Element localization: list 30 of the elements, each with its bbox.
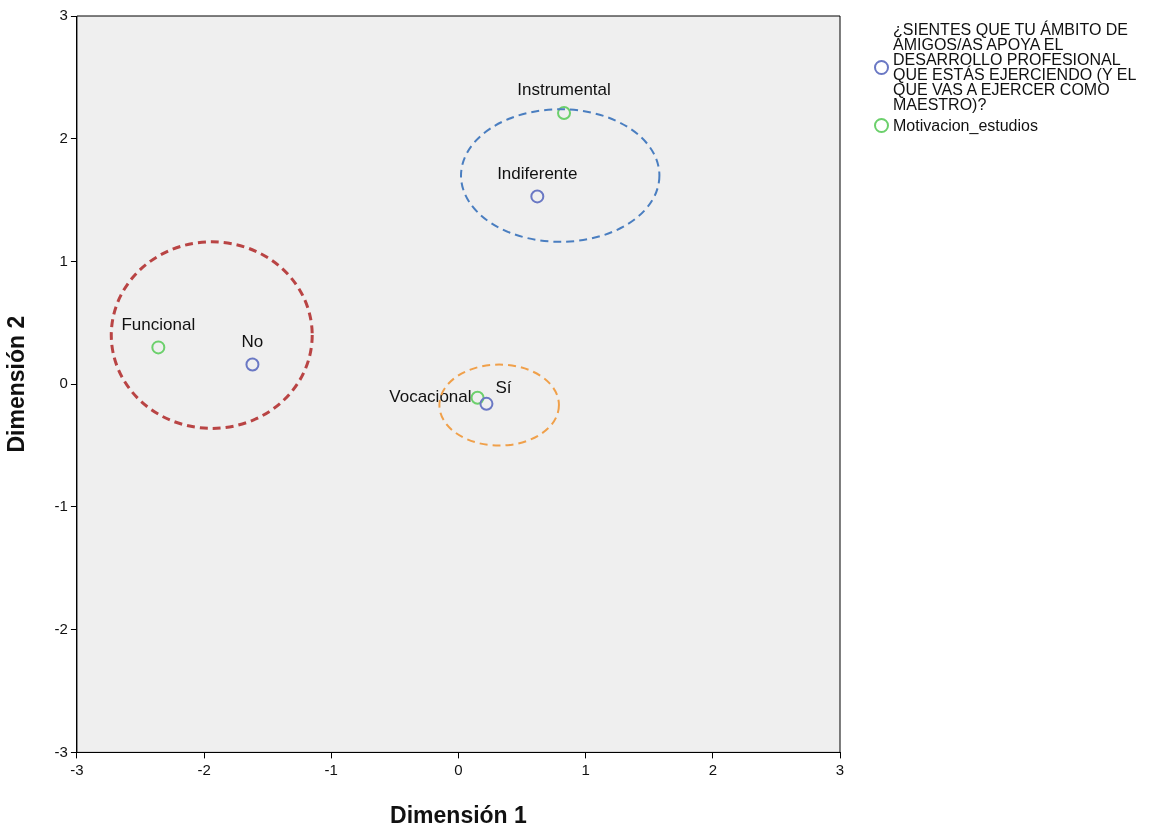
legend-label: Motivacion_estudios [893, 117, 1038, 134]
y-tick-label: 2 [59, 128, 68, 146]
x-axis-title: Dimensión 1 [390, 801, 528, 828]
annotation: Vocacional [389, 387, 472, 407]
y-tick-label: -3 [54, 742, 68, 760]
annotation: No [241, 331, 264, 351]
x-tick-label: 1 [581, 760, 590, 778]
annotation: Sí [495, 378, 512, 398]
point [479, 396, 494, 411]
y-tick-label: -2 [54, 619, 68, 637]
x-tick-label: 3 [835, 760, 845, 778]
y-tick-label: 3 [59, 6, 68, 24]
x-tick-label: -1 [324, 760, 338, 778]
x-tick-label: -3 [70, 760, 84, 778]
x-tick-label: 0 [454, 760, 463, 778]
y-tick-label: -1 [54, 497, 68, 515]
annotation: Funcional [121, 314, 196, 334]
annotation: Instrumental [517, 80, 611, 100]
point [470, 390, 485, 405]
point [557, 105, 572, 120]
point [245, 357, 260, 372]
x-tick-label: 2 [708, 760, 717, 778]
annotation: Indiferente [497, 163, 578, 183]
x-tick-label: -2 [197, 760, 211, 778]
y-tick-label: 0 [59, 374, 68, 392]
point [151, 340, 166, 355]
y-tick-label: 1 [59, 251, 68, 269]
y-axis-title: Dimensión 2 [3, 315, 30, 453]
point [530, 189, 545, 204]
legend-label: ¿SIENTES QUE TU ÁMBITO DE AMIGOS/AS APOYA EL DESARROLLO PROFESIONAL QUE ESTÁS EJERCIENDO (Y EL QUE VAS A EJERCER COMO MAESTRO)? [893, 21, 1137, 113]
